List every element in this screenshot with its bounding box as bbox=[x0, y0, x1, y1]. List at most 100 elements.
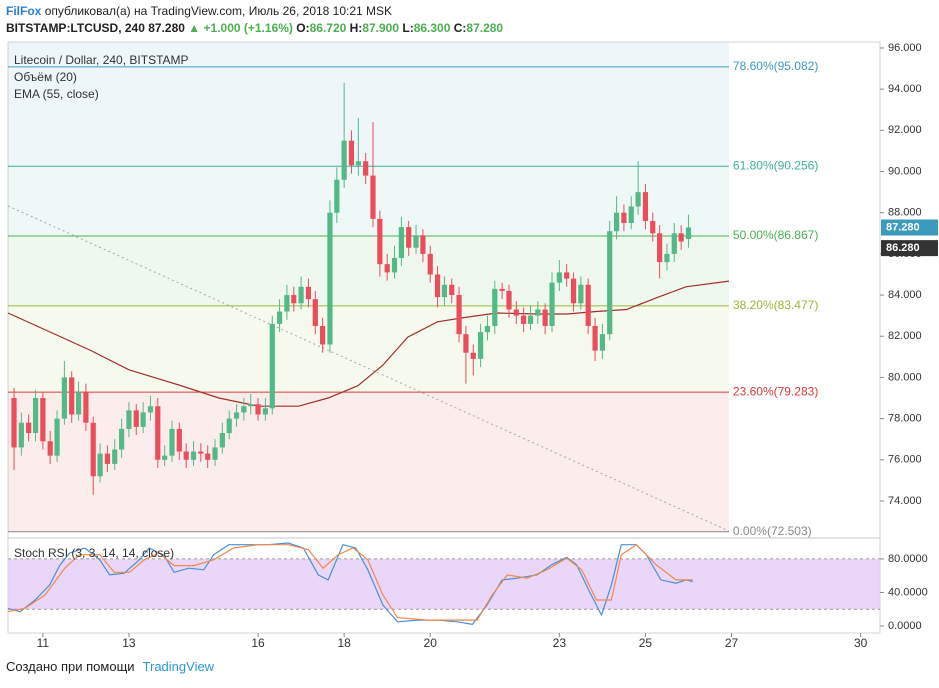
price-label-box bbox=[881, 240, 938, 257]
candle-body bbox=[427, 253, 433, 275]
candle-body bbox=[570, 278, 577, 304]
candle-body bbox=[320, 325, 326, 345]
candle-body bbox=[126, 410, 132, 429]
quote-line: BITSTAMP:LTCUSD, 240 87.280 ▲ +1.000 (+1… bbox=[6, 21, 503, 35]
symbol: BITSTAMP:LTCUSD, 240 bbox=[6, 21, 145, 35]
candle-body bbox=[621, 212, 627, 223]
x-tick-label: 25 bbox=[639, 636, 653, 650]
footer: Создано при помощи TradingView bbox=[6, 659, 214, 674]
price-label-box bbox=[881, 219, 938, 236]
candle-body bbox=[499, 288, 505, 291]
candle-body bbox=[592, 325, 598, 351]
candle-body bbox=[276, 311, 283, 324]
x-tick-label: 11 bbox=[37, 636, 50, 650]
candle-body bbox=[169, 428, 175, 456]
candle-body bbox=[83, 391, 89, 423]
candle-body bbox=[233, 412, 240, 419]
candle-body bbox=[564, 272, 570, 279]
fib-label: 38.20%(83.477) bbox=[733, 298, 818, 312]
candle-body bbox=[398, 227, 404, 258]
y-tick-label: 96.000 bbox=[888, 42, 922, 54]
fib-zone bbox=[8, 166, 729, 237]
legend-entry: EMA (55, close) bbox=[14, 87, 99, 101]
ohlc-value: 86.300 bbox=[413, 21, 451, 35]
candle-body bbox=[470, 352, 476, 359]
candle-body bbox=[521, 315, 527, 324]
x-tick-label: 27 bbox=[725, 636, 739, 650]
candle-body bbox=[255, 404, 261, 415]
candle-body bbox=[241, 406, 247, 413]
candle-body bbox=[477, 332, 484, 359]
candle-body bbox=[420, 235, 426, 254]
candle-body bbox=[377, 218, 383, 265]
candle-body bbox=[47, 441, 53, 456]
candle-body bbox=[104, 453, 111, 464]
candle-body bbox=[635, 192, 641, 207]
candle-body bbox=[147, 406, 154, 413]
x-tick-label: 23 bbox=[553, 636, 567, 650]
candle-body bbox=[226, 418, 232, 434]
candle-body bbox=[291, 295, 297, 304]
candle-body bbox=[298, 286, 304, 304]
fib-zone bbox=[8, 305, 729, 393]
candle-body bbox=[613, 212, 620, 232]
fib-label: 50.00%(86.867) bbox=[733, 228, 818, 242]
ohlc-label: H: bbox=[349, 21, 363, 35]
candle-body bbox=[61, 377, 67, 419]
candle-body bbox=[133, 410, 139, 427]
candle-body bbox=[363, 161, 369, 176]
candle-body bbox=[628, 206, 634, 223]
published: опубликовал(а) на TradingView.com, Июль … bbox=[44, 4, 393, 18]
last-price: 87.280 bbox=[148, 21, 185, 35]
author: FilFox bbox=[6, 4, 42, 18]
x-tick-label: 13 bbox=[122, 636, 136, 650]
x-tick-label: 18 bbox=[337, 636, 351, 650]
ema-line bbox=[7, 280, 729, 407]
candle-body bbox=[119, 428, 125, 450]
candle-body bbox=[140, 412, 146, 427]
candle-body bbox=[212, 447, 218, 460]
made-with: Создано при помощи bbox=[6, 659, 135, 674]
y-tick-label: 74.000 bbox=[888, 495, 922, 507]
y-tick-label: 78.000 bbox=[888, 413, 922, 425]
candle-body bbox=[40, 398, 46, 442]
candle-body bbox=[32, 398, 39, 434]
candle-body bbox=[370, 175, 376, 219]
fib-label: 78.60%(95.082) bbox=[733, 59, 818, 73]
candle-body bbox=[269, 323, 275, 409]
candle-body bbox=[599, 334, 605, 351]
candle-body bbox=[441, 284, 448, 298]
y-tick-label: 76.000 bbox=[888, 454, 922, 466]
brand[interactable]: TradingView bbox=[142, 659, 215, 674]
candle-body bbox=[69, 377, 75, 415]
ohlc-value: 86.720 bbox=[309, 21, 347, 35]
candle-body bbox=[527, 315, 534, 324]
candle-body bbox=[219, 433, 225, 448]
candle-body bbox=[556, 272, 562, 283]
candle-body bbox=[484, 325, 491, 333]
candle-body bbox=[664, 253, 670, 263]
candle-body bbox=[341, 140, 347, 180]
fib-zone bbox=[8, 236, 729, 306]
x-tick-label: 30 bbox=[854, 636, 868, 650]
candle-body bbox=[585, 284, 591, 326]
candle-body bbox=[112, 449, 118, 464]
x-tick-label: 16 bbox=[251, 636, 265, 650]
candle-body bbox=[513, 309, 519, 316]
candle-body bbox=[671, 233, 677, 254]
candle-body bbox=[449, 284, 455, 296]
candle-body bbox=[26, 422, 32, 434]
candle-body bbox=[685, 227, 692, 240]
pane-title: Stoch RSI (3, 3, 14, 14, close) bbox=[14, 546, 174, 560]
chart: 78.60%(95.082) 61.80%(90.256) 50.00%(86.86… bbox=[7, 41, 938, 650]
candle-body bbox=[413, 235, 419, 248]
candle-body bbox=[434, 274, 441, 298]
y-tick-label: 80.0000 bbox=[888, 553, 928, 565]
candle-body bbox=[97, 453, 103, 477]
candle-body bbox=[406, 227, 412, 248]
candle-body bbox=[391, 257, 398, 273]
y-tick-label: 82.000 bbox=[888, 330, 922, 342]
candle-body bbox=[327, 212, 333, 345]
candle-body bbox=[678, 233, 684, 242]
